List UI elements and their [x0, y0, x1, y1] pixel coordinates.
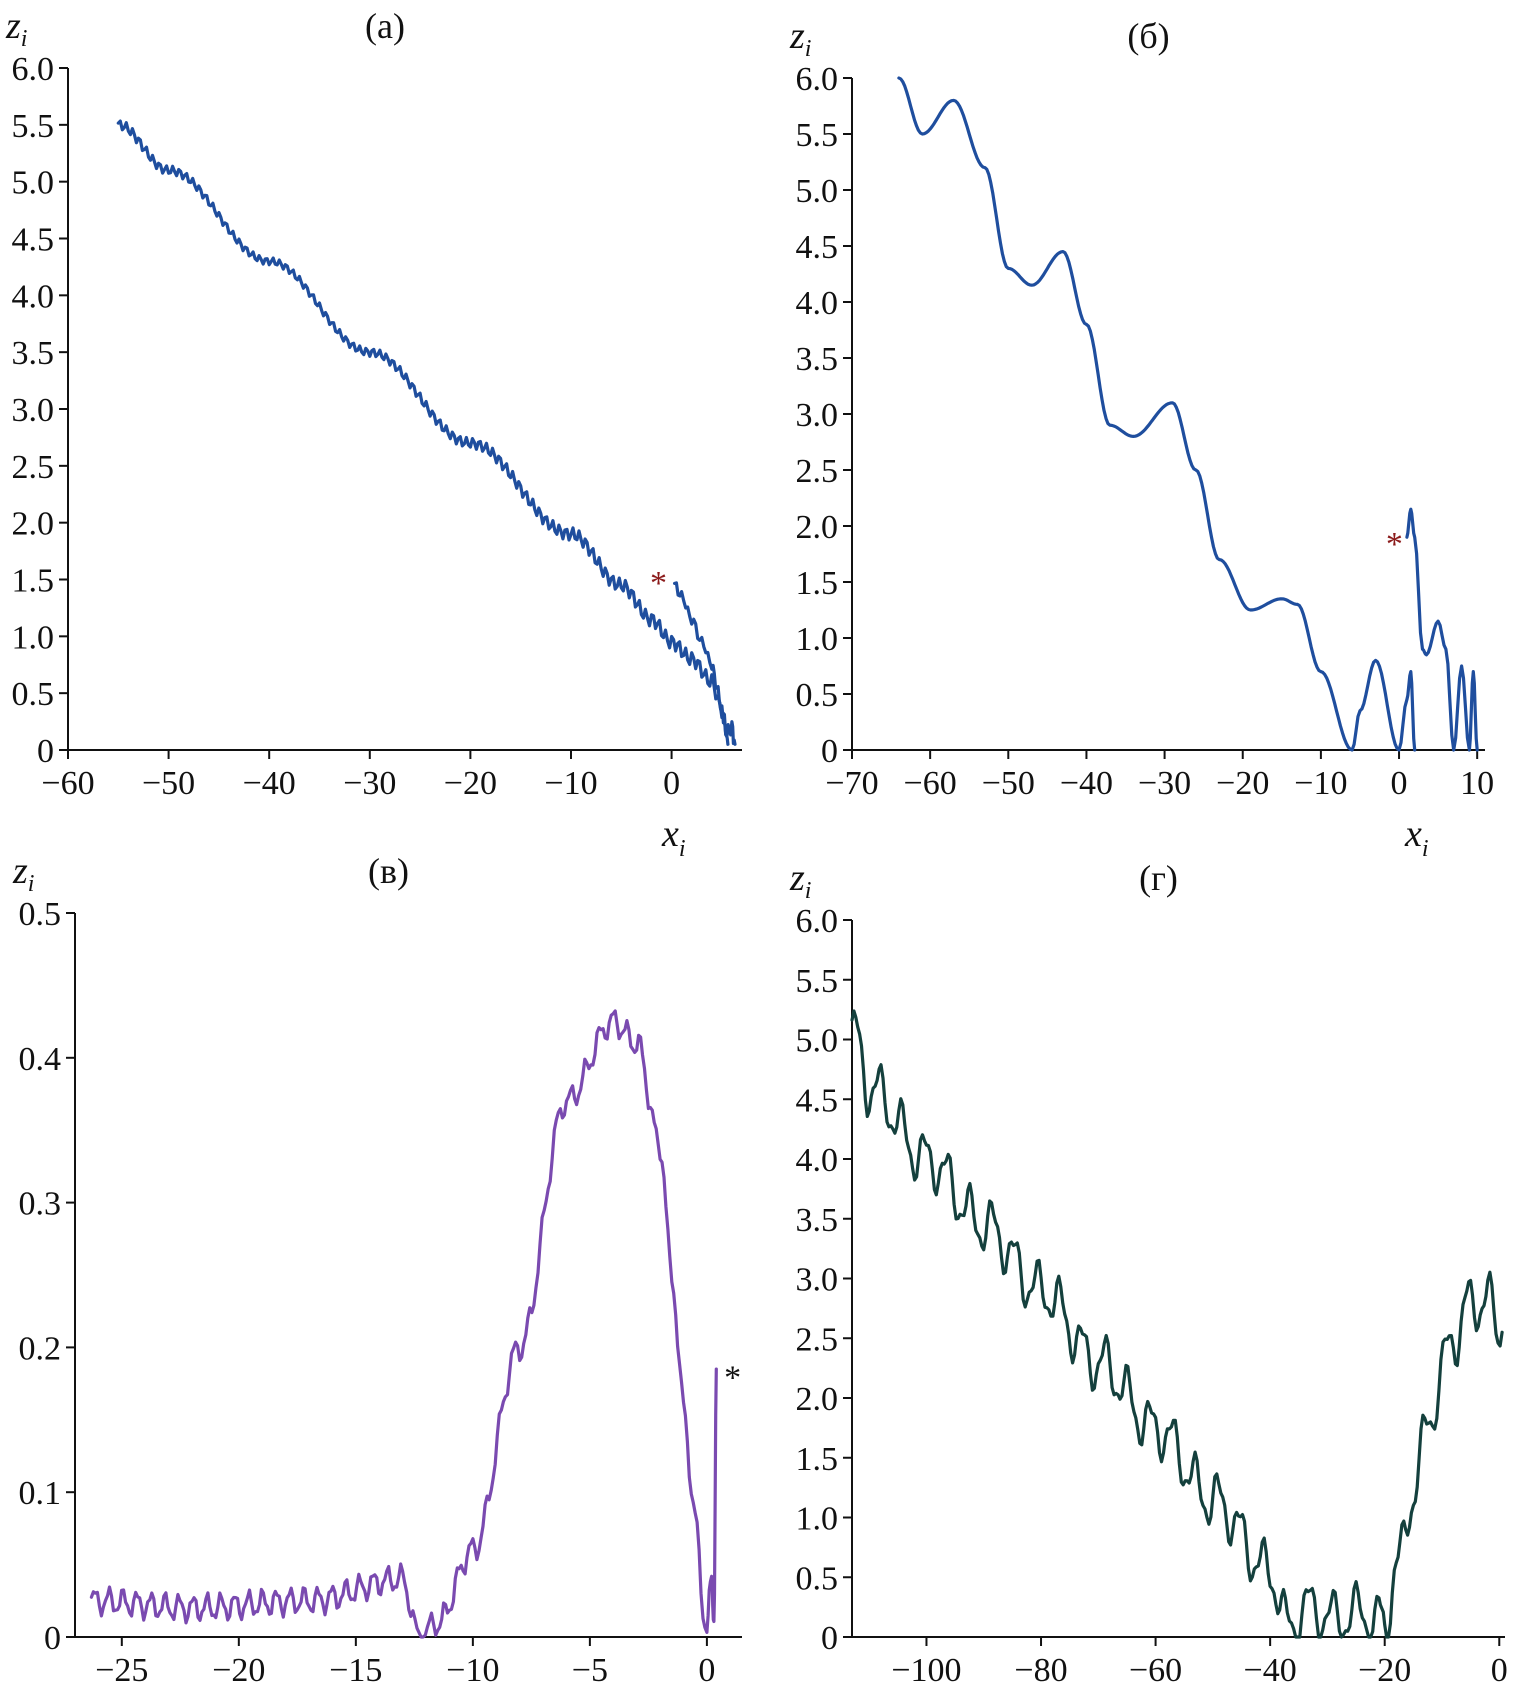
y-tick-label: 2.5	[12, 449, 55, 486]
y-tick-label: 0.5	[796, 677, 839, 714]
y-tick-label: 0	[821, 1620, 838, 1657]
y-tick-label: 3.5	[12, 335, 55, 372]
x-tick-label: −15	[329, 1652, 382, 1689]
series-line	[673, 581, 730, 746]
y-axis-label: zi	[12, 850, 34, 897]
series-line	[850, 1009, 1504, 1639]
asterisk-marker: *	[724, 1359, 741, 1396]
y-tick-label: 1.5	[796, 565, 839, 602]
y-tick-label: 1.0	[796, 1501, 839, 1538]
y-tick-label: 4.5	[12, 222, 55, 259]
asterisk-marker: *	[1386, 526, 1403, 563]
y-tick-label: 3.0	[796, 1262, 839, 1299]
y-tick-label: 6.0	[12, 51, 55, 88]
y-axis-label: zi	[5, 5, 27, 52]
x-tick-label: 0	[1491, 1652, 1508, 1689]
x-tick-label: −40	[243, 765, 296, 802]
y-tick-label: 0	[37, 733, 54, 770]
x-tick-label: −20	[1358, 1652, 1411, 1689]
y-tick-label: 1.0	[12, 619, 55, 656]
y-tick-label: 0.3	[19, 1186, 62, 1223]
y-axis-label: zi	[789, 857, 811, 904]
y-tick-label: 5.0	[12, 165, 55, 202]
y-tick-label: 0	[44, 1620, 61, 1657]
x-tick-label: 0	[1391, 765, 1408, 802]
y-tick-label: 3.5	[796, 341, 839, 378]
y-tick-label: 0.2	[19, 1330, 62, 1367]
x-tick-label: −20	[212, 1652, 265, 1689]
x-tick-label: −25	[95, 1652, 148, 1689]
x-tick-label: −20	[1216, 765, 1269, 802]
panel-title: (г)	[1139, 858, 1178, 898]
y-axis-label: zi	[789, 15, 811, 62]
y-tick-label: 1.5	[796, 1441, 839, 1478]
series-line	[897, 76, 1417, 752]
x-tick-label: 0	[663, 765, 680, 802]
x-tick-label: −40	[1244, 1652, 1297, 1689]
y-tick-label: 4.0	[796, 1142, 839, 1179]
panel-title: (а)	[365, 6, 405, 46]
y-tick-label: 2.5	[796, 1321, 839, 1358]
y-tick-label: 2.0	[12, 506, 55, 543]
y-tick-label: 4.5	[796, 1082, 839, 1119]
y-tick-label: 1.0	[796, 621, 839, 658]
series-line	[116, 119, 737, 746]
y-tick-label: 5.5	[796, 117, 839, 154]
x-axis-label: xi	[1404, 813, 1429, 862]
x-tick-label: −10	[544, 765, 597, 802]
series-line	[89, 1009, 718, 1639]
x-tick-label: −60	[904, 765, 957, 802]
x-tick-label: −40	[1060, 765, 1113, 802]
y-tick-label: 4.0	[12, 278, 55, 315]
y-tick-label: 2.0	[796, 509, 839, 546]
panel-a: 0 0.5 1.0 1.5 2.0 2.5 3.0 3.5 4.0 4.5 5.0 5.5 6.0 −60…	[5, 5, 742, 862]
x-tick-label: −70	[825, 765, 878, 802]
y-tick-label: 0.5	[12, 676, 55, 713]
y-tick-label: 6.0	[796, 61, 839, 98]
y-tick-label: 5.0	[796, 173, 839, 210]
asterisk-marker: *	[650, 565, 667, 602]
y-tick-label: 5.5	[12, 108, 55, 145]
x-tick-label: −5	[572, 1652, 608, 1689]
x-tick-label: −30	[1138, 765, 1191, 802]
y-tick-label: 2.5	[796, 453, 839, 490]
x-tick-label: 0	[698, 1652, 715, 1689]
y-tick-label: 3.0	[796, 397, 839, 434]
y-tick-label: 5.0	[796, 1023, 839, 1060]
y-tick-label: 0.1	[19, 1475, 62, 1512]
y-tick-label: 6.0	[796, 903, 839, 940]
x-axis-label: xi	[661, 813, 686, 862]
y-tick-label: 2.0	[796, 1381, 839, 1418]
x-tick-label: −50	[142, 765, 195, 802]
y-tick-label: 0.4	[19, 1041, 62, 1078]
panel-title: (б)	[1127, 16, 1169, 56]
series-line	[1405, 507, 1479, 752]
y-tick-label: 0.5	[796, 1560, 839, 1597]
x-tick-label: −30	[343, 765, 396, 802]
y-tick-label: 4.0	[796, 285, 839, 322]
y-tick-label: 0	[821, 733, 838, 770]
x-tick-label: −60	[41, 765, 94, 802]
panel-title: (в)	[368, 851, 409, 891]
x-tick-label: −100	[891, 1652, 961, 1689]
x-tick-label: −50	[982, 765, 1035, 802]
x-tick-label: −10	[446, 1652, 499, 1689]
panel-b: 0 0.5 1.0 1.5 2.0 2.5 3.0 3.5 4.0 4.5 5.0 5.5 6.0 −70…	[789, 15, 1494, 862]
y-tick-label: 4.5	[796, 229, 839, 266]
y-tick-label: 5.5	[796, 963, 839, 1000]
y-tick-label: 3.5	[796, 1202, 839, 1239]
x-tick-label: −20	[444, 765, 497, 802]
y-tick-label: 3.0	[12, 392, 55, 429]
x-tick-label: −10	[1294, 765, 1347, 802]
x-tick-label: −80	[1014, 1652, 1067, 1689]
y-tick-label: 1.5	[12, 563, 55, 600]
x-tick-label: 10	[1460, 765, 1494, 802]
panel-d: 0 0.5 1.0 1.5 2.0 2.5 3.0 3.5 4.0 4.5 5.0 5.5 6.0 −10…	[789, 857, 1508, 1689]
y-tick-label: 0.5	[19, 896, 62, 933]
x-tick-label: −60	[1129, 1652, 1182, 1689]
